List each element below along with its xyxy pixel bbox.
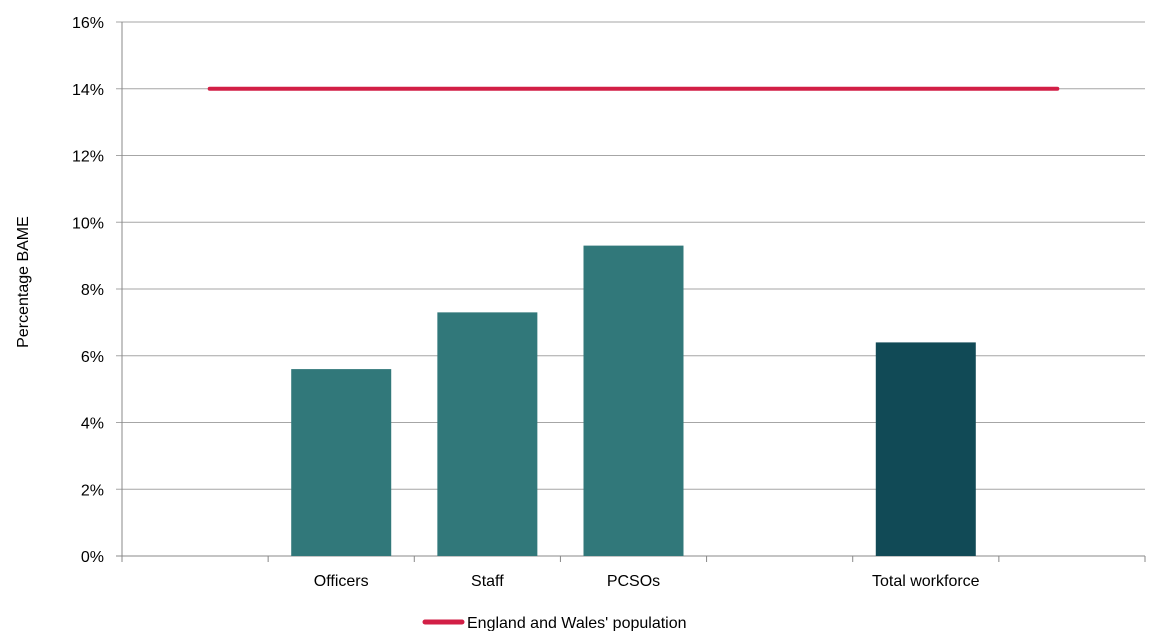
x-tick-label: Total workforce: [872, 573, 980, 590]
legend-label: England and Wales' population: [467, 615, 687, 631]
y-tick-label: 8%: [81, 282, 104, 299]
y-tick-label: 12%: [72, 149, 104, 166]
y-tick-labels: 0% 2% 4% 6% 8% 10% 12% 14% 16%: [72, 15, 104, 566]
bar-pcsos: [583, 245, 684, 557]
x-tick-label: Staff: [471, 573, 504, 590]
bar-total-workforce: [875, 342, 976, 556]
x-tick-label: Officers: [314, 573, 369, 590]
x-axis: [121, 556, 1146, 562]
legend: England and Wales' population: [422, 615, 687, 631]
x-tick-labels: Officers Staff PCSOs Total workforce: [314, 573, 980, 590]
y-axis-title: Percentage BAME: [15, 216, 32, 348]
y-tick-label: 14%: [72, 82, 104, 99]
bar-officers: [291, 369, 392, 556]
x-tick-label: PCSOs: [607, 573, 660, 590]
bars: [291, 245, 976, 557]
y-tick-label: 16%: [72, 15, 104, 32]
y-tick-label: 0%: [81, 549, 104, 566]
bar-staff: [437, 312, 538, 556]
y-tick-label: 10%: [72, 215, 104, 232]
y-tick-label: 4%: [81, 416, 104, 433]
y-tick-label: 6%: [81, 349, 104, 366]
y-tick-label: 2%: [81, 482, 104, 499]
